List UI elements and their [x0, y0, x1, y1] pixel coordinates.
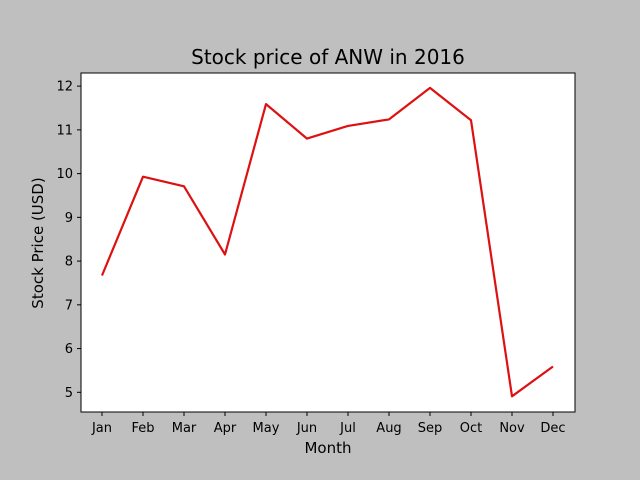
y-tick-label: 8: [65, 255, 73, 270]
y-tick-label: 5: [65, 386, 73, 401]
y-tick-label: 7: [65, 298, 73, 313]
x-tick-label: May: [253, 421, 280, 436]
x-tick-label: Feb: [131, 421, 154, 436]
y-tick-label: 11: [56, 123, 73, 138]
x-axis-label: Month: [304, 439, 351, 457]
x-axis: Jan Feb Mar Apr May Jun Jul Aug Sep Oct Nov Dec: [91, 412, 566, 436]
series-line: [100, 86, 554, 398]
y-axis-label: Stock Price (USD): [29, 177, 47, 308]
y-tick-label: 6: [65, 342, 73, 357]
x-tick-label: Apr: [214, 421, 237, 436]
x-tick-label: Dec: [540, 421, 565, 436]
x-tick-label: Jan: [91, 421, 112, 436]
x-tick-label: Oct: [460, 421, 482, 436]
chart-title: Stock price of ANW in 2016: [191, 45, 465, 69]
x-tick-label: Jun: [296, 421, 317, 436]
y-tick-label: 10: [56, 167, 73, 182]
y-axis: 5 6 7 8 9 10 11 12: [56, 80, 81, 401]
x-tick-label: Jul: [339, 421, 356, 436]
plot-area: [80, 72, 576, 413]
y-tick-label: 12: [56, 80, 73, 95]
x-tick-label: Nov: [499, 421, 525, 436]
x-tick-label: Mar: [172, 421, 197, 436]
x-tick-label: Sep: [418, 421, 443, 436]
x-tick-label: Aug: [376, 421, 401, 436]
y-tick-label: 9: [65, 211, 73, 226]
